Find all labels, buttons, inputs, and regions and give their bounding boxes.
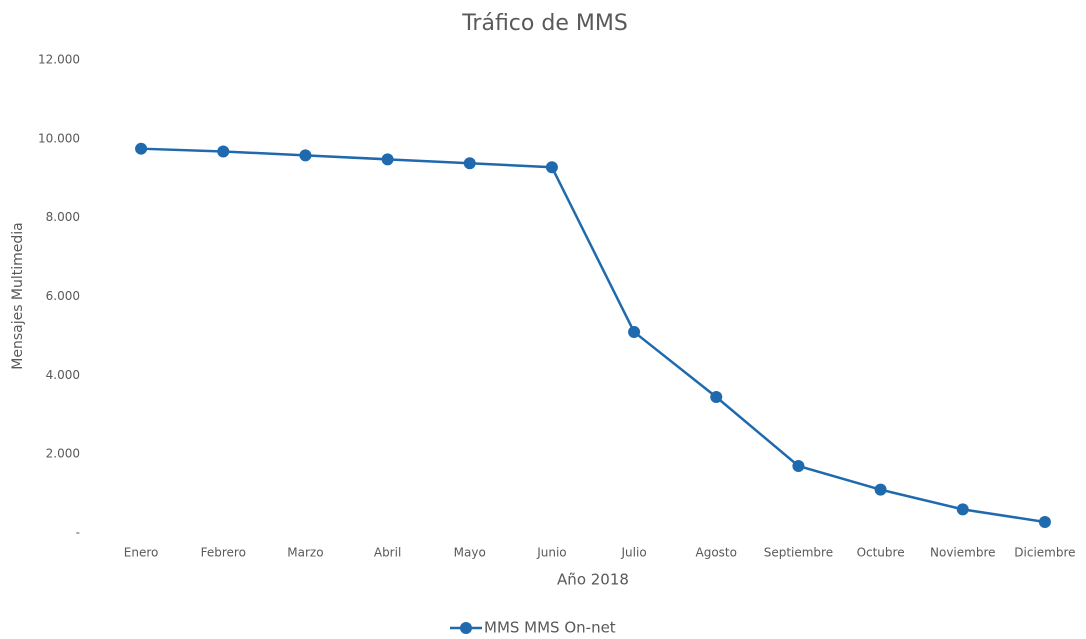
x-tick-label: Noviembre	[930, 546, 996, 560]
x-tick-label: Abril	[374, 546, 401, 560]
data-point	[874, 483, 887, 496]
x-tick-label: Junio	[536, 546, 566, 560]
data-point	[217, 145, 230, 158]
x-tick-label: Enero	[124, 546, 159, 560]
data-point	[381, 153, 394, 166]
data-point	[463, 157, 476, 170]
x-tick-label: Mayo	[454, 546, 486, 560]
data-point	[792, 459, 805, 472]
x-axis-title: Año 2018	[557, 571, 629, 589]
x-tick-label: Agosto	[696, 546, 737, 560]
data-point	[628, 325, 641, 338]
data-point	[710, 391, 723, 404]
y-tick-label: 12.000	[38, 53, 80, 67]
y-tick-label: 10.000	[38, 131, 80, 145]
y-tick-label: 8.000	[46, 210, 80, 224]
y-tick-label: 2.000	[46, 447, 80, 461]
legend-marker	[460, 622, 472, 634]
y-tick-label: 4.000	[46, 368, 80, 382]
y-tick-label: 6.000	[46, 289, 80, 303]
x-tick-label: Octubre	[857, 546, 905, 560]
data-point	[135, 142, 148, 155]
chart-title: Tráfico de MMS	[461, 11, 628, 36]
x-tick-label: Marzo	[287, 546, 323, 560]
data-point	[956, 503, 969, 516]
x-tick-label: Septiembre	[764, 546, 833, 560]
data-point	[299, 149, 312, 162]
data-point	[1038, 515, 1051, 528]
data-point	[545, 161, 558, 174]
x-tick-label: Julio	[621, 546, 647, 560]
y-tick-label: -	[76, 526, 80, 540]
y-axis-title: Mensajes Multimedia	[10, 222, 26, 370]
legend-label: MMS MMS On-net	[484, 619, 616, 637]
x-tick-label: Diciembre	[1014, 546, 1075, 560]
series-line	[141, 147, 1046, 524]
x-tick-label: Febrero	[201, 546, 246, 560]
